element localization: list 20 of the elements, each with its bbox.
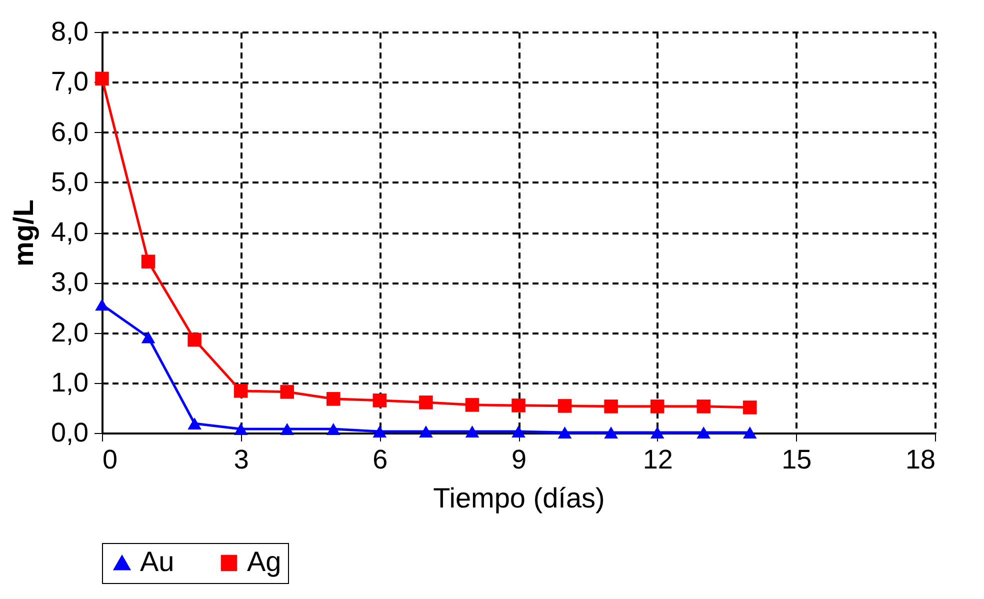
y-tick-label: 1,0 xyxy=(50,367,88,398)
y-tick-label: 5,0 xyxy=(50,166,88,197)
y-tick-label: 0,0 xyxy=(50,418,88,448)
y-tick-label: 3,0 xyxy=(50,267,88,298)
x-tick-label: 12 xyxy=(642,444,673,474)
x-tick-label: 0 xyxy=(102,444,118,474)
x-tick-label: 15 xyxy=(782,444,812,474)
y-tick-label: 4,0 xyxy=(50,217,88,247)
x-tick-label: 6 xyxy=(372,444,388,474)
y-axis-title: mg/L xyxy=(8,200,39,266)
x-tick-label: 9 xyxy=(511,444,527,474)
y-tick-label: 7,0 xyxy=(50,66,88,97)
legend-label: Ag xyxy=(247,546,282,577)
y-tick-label: 2,0 xyxy=(50,317,88,348)
x-tick-label: 18 xyxy=(905,444,936,474)
legend-label: Au xyxy=(140,546,174,577)
x-axis-title: Tiempo (días) xyxy=(433,482,605,514)
y-tick-label: 6,0 xyxy=(50,116,88,147)
x-tick-label: 3 xyxy=(234,444,249,474)
y-tick-label: 8,0 xyxy=(50,16,88,46)
